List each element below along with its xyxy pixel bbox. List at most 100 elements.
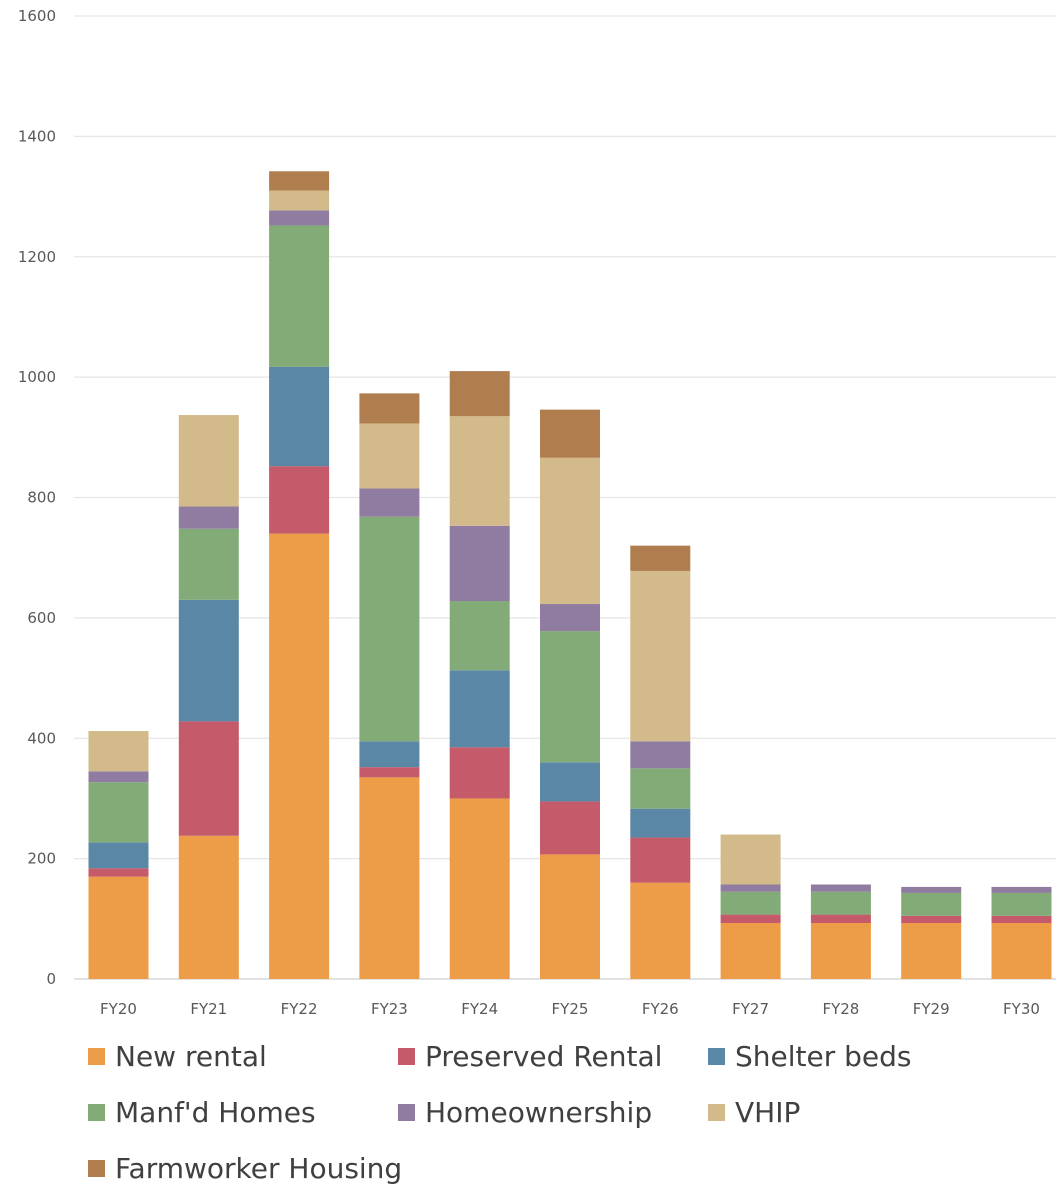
legend-swatch [88,1104,105,1121]
bar-segment [178,528,239,600]
bar-segment [540,801,600,855]
bar-segment [810,891,871,915]
bar-segment [630,741,691,769]
bar-segment [540,762,600,802]
y-tick-label: 200 [27,850,56,868]
legend-item: New rental [88,1040,267,1073]
bar-segment [540,409,600,458]
x-tick-label: FY30 [1003,1000,1040,1018]
bar-segment [720,834,781,885]
y-tick-label: 1000 [18,368,56,386]
bar-segment [720,891,781,915]
legend-item: Farmworker Housing [88,1152,402,1185]
bar-segment [359,516,420,742]
y-tick-label: 0 [46,970,56,988]
legend-swatch [708,1048,725,1065]
legend-label: New rental [115,1040,267,1073]
bar-segment [720,884,781,892]
bar-segment [901,886,962,893]
bar-segment [359,767,420,778]
bar-segment [88,876,149,979]
bar-segment [359,777,420,979]
y-tick-label: 1600 [18,7,56,25]
bar-segment [449,416,510,526]
x-tick-label: FY26 [642,1000,679,1018]
bar-stack-fy23 [359,393,420,979]
legend-item: Manf'd Homes [88,1096,316,1129]
bar-segment [449,670,510,748]
bar-segment [540,457,600,605]
legend-label: Farmworker Housing [115,1152,403,1185]
bar-segment [449,371,510,417]
x-tick-label: FY22 [281,1000,318,1018]
bar-segment [630,570,691,742]
bar-segment [269,225,330,367]
bar-segment [630,808,691,838]
x-tick-label: FY24 [461,1000,498,1018]
bar-segment [88,868,149,877]
x-tick-label: FY21 [190,1000,227,1018]
bar-stack-fy22 [269,171,330,979]
y-tick-label: 400 [27,729,56,747]
bar-segment [269,466,330,534]
bar-segment [991,886,1052,893]
bar-segment [810,884,871,892]
bar-segment [359,423,420,489]
bar-segment [88,731,149,772]
bar-segment [178,415,239,507]
bar-segment [178,721,239,836]
bar-segment [269,190,330,211]
bar-segment [178,599,239,722]
y-tick-label: 600 [27,609,56,627]
x-tick-label: FY28 [822,1000,859,1018]
bar-stack-fy28 [810,884,871,979]
bar-segment [359,741,420,768]
legend-label: Preserved Rental [425,1040,663,1073]
bar-segment [901,915,962,924]
bar-stack-fy29 [901,886,962,979]
x-tick-label: FY25 [552,1000,589,1018]
legend-item: VHIP [708,1096,800,1129]
bar-segment [88,782,149,843]
bar-stack-fy24 [449,371,510,979]
legend-label: VHIP [735,1096,801,1129]
bar-segment [269,210,330,226]
legend-swatch [398,1048,415,1065]
legend-item: Homeownership [398,1096,652,1129]
x-tick-label: FY23 [371,1000,408,1018]
bar-stack-fy20 [88,731,149,979]
legend-swatch [708,1104,725,1121]
bar-segment [449,798,510,979]
bar-stack-fy25 [540,409,600,979]
legend-item: Shelter beds [708,1040,912,1073]
y-tick-label: 800 [27,489,56,507]
bar-stack-fy30 [991,886,1052,979]
x-tick-label: FY29 [913,1000,950,1018]
legend-label: Homeownership [425,1096,653,1129]
bars [88,171,1052,979]
y-tick-label: 1200 [18,248,56,266]
bar-segment [359,393,420,424]
bar-segment [630,882,691,979]
bar-segment [269,533,330,979]
legend-swatch [88,1048,105,1065]
bar-segment [810,923,871,979]
bar-segment [540,631,600,763]
bar-segment [449,747,510,799]
bar-segment [540,854,600,979]
legend-swatch [88,1160,105,1177]
bar-segment [720,914,781,924]
bar-segment [449,601,510,671]
x-tick-label: FY20 [100,1000,137,1018]
legend-swatch [398,1104,415,1121]
bar-segment [178,506,239,529]
bar-segment [269,366,330,467]
bar-segment [630,545,691,571]
bar-segment [269,171,330,191]
bar-segment [630,768,691,809]
bar-segment [359,488,420,517]
bar-segment [540,604,600,632]
x-tick-label: FY27 [732,1000,769,1018]
bar-segment [630,837,691,883]
